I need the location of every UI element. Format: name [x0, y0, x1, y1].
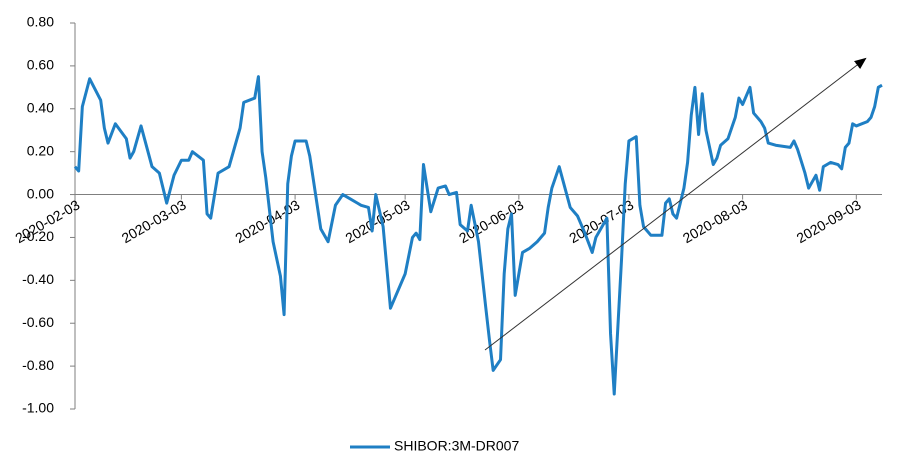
- plot-area: -1.00 -0.80 -0.60 -0.40 -0.20 0.00 0.20 0.40 0.6…: [12, 14, 883, 416]
- y-tick-label: 0.20: [27, 142, 54, 158]
- trend-arrow: [484, 57, 867, 351]
- y-tick-label: 0.80: [27, 14, 54, 30]
- y-tick-label: 0.60: [27, 57, 54, 73]
- x-tick-label: 2020-08-03: [680, 196, 750, 246]
- x-tick-label: 2020-03-03: [119, 196, 189, 246]
- x-tick-label: 2020-07-03: [566, 196, 636, 246]
- y-tick-label: -0.60: [22, 314, 54, 330]
- y-tick-label: -1.00: [22, 400, 54, 416]
- legend-label: SHIBOR:3M-DR007: [394, 438, 519, 454]
- data-line: [73, 75, 883, 396]
- y-tick-label: -0.40: [22, 271, 54, 287]
- y-tick-label: -0.20: [22, 228, 54, 244]
- x-tick-label: 2020-06-03: [456, 196, 526, 246]
- y-tick-label: -0.80: [22, 357, 54, 373]
- x-tick-label: 2020-09-03: [794, 196, 864, 246]
- y-tick-label: 0.00: [27, 185, 54, 201]
- y-tick-label: 0.40: [27, 99, 54, 115]
